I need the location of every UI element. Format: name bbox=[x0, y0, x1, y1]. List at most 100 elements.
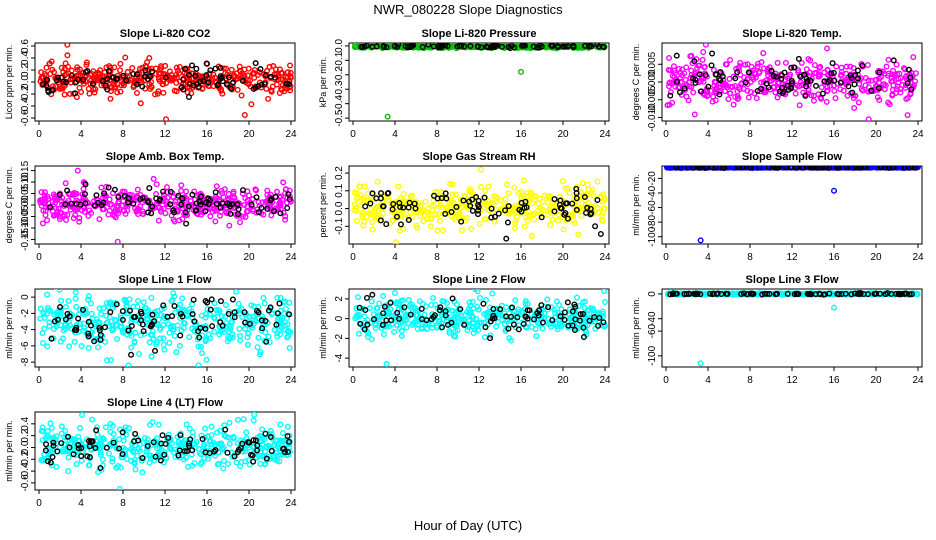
reference-point bbox=[592, 223, 599, 230]
data-point bbox=[592, 202, 599, 209]
data-point bbox=[134, 210, 141, 217]
data-point bbox=[223, 320, 230, 327]
data-point bbox=[459, 227, 466, 234]
data-point bbox=[700, 48, 707, 55]
reference-point bbox=[573, 206, 580, 213]
data-point bbox=[763, 166, 770, 171]
data-point bbox=[78, 457, 85, 464]
data-point bbox=[148, 83, 155, 90]
reference-point bbox=[217, 298, 224, 305]
data-point bbox=[580, 320, 587, 327]
x-tick-label: 8 bbox=[120, 252, 126, 263]
data-point bbox=[57, 338, 64, 345]
data-point bbox=[109, 322, 116, 329]
data-point bbox=[803, 66, 810, 73]
data-point bbox=[437, 217, 444, 224]
reference-point bbox=[364, 321, 371, 328]
data-point bbox=[259, 426, 266, 433]
panel-5: Slope Gas Stream RH0 4 8 12 16 20 24-0.10.00.1… bbox=[318, 151, 611, 263]
data-point bbox=[407, 209, 414, 216]
data-point bbox=[541, 192, 548, 199]
data-point bbox=[273, 81, 280, 88]
y-tick-label: 0.4 bbox=[20, 51, 31, 65]
data-point bbox=[46, 60, 53, 67]
y-tick-label: -100 bbox=[647, 226, 658, 246]
data-point bbox=[584, 306, 591, 313]
reference-point bbox=[197, 78, 204, 85]
reference-point bbox=[829, 60, 836, 67]
reference-point bbox=[68, 200, 75, 207]
data-point bbox=[738, 80, 745, 87]
data-point bbox=[120, 80, 127, 87]
reference-point bbox=[111, 186, 118, 193]
reference-point bbox=[906, 291, 913, 298]
data-point bbox=[691, 111, 698, 118]
data-point bbox=[735, 95, 742, 102]
reference-point bbox=[837, 79, 844, 86]
reference-point bbox=[193, 65, 200, 72]
y-tick-label: 0.00 bbox=[20, 195, 31, 215]
data-point bbox=[399, 319, 406, 326]
outlier-point bbox=[831, 304, 838, 311]
y-tick-label: -40 bbox=[647, 311, 658, 326]
reference-point bbox=[765, 166, 772, 171]
reference-point bbox=[580, 324, 587, 331]
reference-point bbox=[113, 301, 120, 308]
reference-point bbox=[212, 189, 219, 196]
reference-point bbox=[90, 80, 97, 87]
reference-point bbox=[595, 322, 602, 329]
data-point bbox=[251, 67, 258, 74]
data-point bbox=[526, 211, 533, 218]
x-tick-label: 4 bbox=[705, 129, 711, 140]
data-point bbox=[667, 89, 674, 96]
outlier-point bbox=[163, 116, 170, 121]
outlier-point bbox=[72, 289, 79, 296]
data-point bbox=[401, 201, 408, 208]
reference-point bbox=[380, 310, 387, 317]
data-point bbox=[418, 203, 425, 210]
y-tick-label: 0.1 bbox=[334, 183, 345, 197]
reference-point bbox=[535, 44, 542, 51]
reference-point bbox=[482, 324, 489, 331]
data-point bbox=[669, 72, 676, 79]
data-point bbox=[115, 200, 122, 207]
reference-point bbox=[130, 70, 137, 77]
data-point bbox=[89, 315, 96, 322]
reference-point bbox=[230, 79, 237, 86]
data-point bbox=[795, 69, 802, 76]
data-point bbox=[737, 59, 744, 66]
data-point bbox=[242, 458, 249, 465]
data-point bbox=[227, 281, 232, 286]
reference-point bbox=[133, 81, 140, 88]
data-point bbox=[760, 65, 767, 72]
reference-point bbox=[667, 92, 674, 99]
x-tick-label: 4 bbox=[392, 252, 398, 263]
data-point bbox=[277, 331, 284, 338]
reference-point bbox=[576, 317, 583, 324]
data-point bbox=[456, 209, 463, 216]
data-point bbox=[239, 314, 246, 321]
data-point bbox=[478, 198, 485, 205]
reference-point bbox=[595, 43, 602, 50]
data-point bbox=[235, 300, 242, 307]
data-point bbox=[428, 301, 435, 308]
data-point bbox=[904, 112, 911, 119]
data-point bbox=[163, 80, 170, 87]
data-point bbox=[107, 95, 114, 102]
data-point bbox=[446, 328, 453, 335]
y-tick-label: -0.2 bbox=[334, 66, 345, 84]
reference-point bbox=[467, 202, 474, 209]
reference-point bbox=[486, 335, 493, 342]
data-point bbox=[851, 104, 858, 111]
data-point bbox=[178, 182, 185, 189]
data-point bbox=[266, 339, 273, 346]
reference-point bbox=[561, 316, 568, 323]
y-tick-label: 0.2 bbox=[20, 428, 31, 442]
data-point bbox=[244, 341, 251, 348]
data-point bbox=[899, 81, 906, 88]
x-tick-label: 16 bbox=[515, 129, 527, 140]
data-point bbox=[539, 198, 546, 205]
point-cloud bbox=[352, 289, 608, 367]
data-point bbox=[277, 76, 284, 83]
